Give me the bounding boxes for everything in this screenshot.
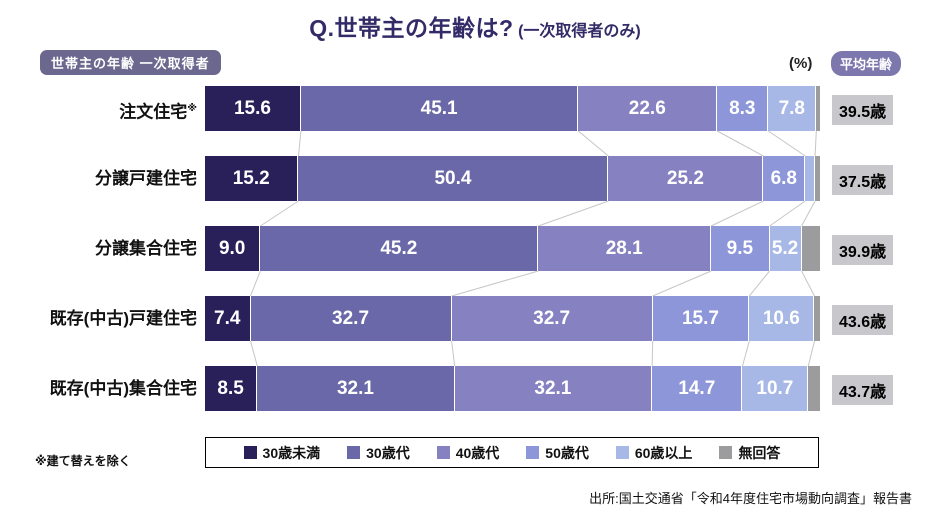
bar-segment-5: 10.6 <box>749 296 815 341</box>
bar-segment-4: 9.5 <box>711 226 770 271</box>
category-label: 注文住宅※ <box>119 102 197 122</box>
legend-swatch-icon <box>436 446 450 459</box>
category-tag: 世帯主の年齢 一次取得者 <box>40 50 221 75</box>
bar-segment-3: 25.2 <box>608 156 764 201</box>
legend-swatch-icon <box>615 446 629 459</box>
legend-item: 30歳代 <box>347 443 410 463</box>
bar-segment-2: 45.1 <box>300 86 579 131</box>
chart-title: Q.世帯主の年齢は? (一次取得者のみ) <box>0 9 950 43</box>
average-age-label: 43.7歳 <box>832 375 894 405</box>
bar-segment-5: 7.8 <box>768 86 817 131</box>
bar-segment-3: 28.1 <box>538 226 712 271</box>
bar-segment-5: 5.2 <box>769 226 802 271</box>
average-age-label: 43.6歳 <box>832 305 894 335</box>
bar-row: 既存(中古)集合住宅 8.5 32.1 32.1 14.7 10.7 43.7歳 <box>0 366 950 411</box>
bar-segment-3: 32.1 <box>454 366 653 411</box>
bar-segment-2: 50.4 <box>298 156 609 201</box>
legend-label: 50歳代 <box>545 444 589 461</box>
legend-label: 60歳以上 <box>634 444 693 461</box>
bar-row: 分譲集合住宅 9.0 45.2 28.1 9.5 5.2 39.9歳 <box>0 226 950 271</box>
bar-segment-2: 32.1 <box>257 366 455 411</box>
legend-label: 40歳代 <box>455 444 500 461</box>
average-age-label: 39.5歳 <box>832 95 894 125</box>
bar-segment-1: 7.4 <box>205 296 251 341</box>
stacked-bar: 8.5 32.1 32.1 14.7 10.7 <box>205 366 820 411</box>
bar-segment-6 <box>808 366 820 411</box>
legend-label: 30歳代 <box>366 444 410 461</box>
percent-unit-label: (%) <box>789 55 813 72</box>
chart-title-sub: (一次取得者のみ) <box>518 23 641 40</box>
legend: 30歳未満 30歳代 40歳代 50歳代 60歳以上 無回答 <box>205 437 819 468</box>
bar-segment-2: 45.2 <box>260 226 539 271</box>
bar-segment-4: 14.7 <box>652 366 743 411</box>
bar-segment-4: 6.8 <box>763 156 806 201</box>
legend-swatch-icon <box>719 446 733 459</box>
bar-segment-3: 32.7 <box>451 296 653 341</box>
bar-segment-1: 15.6 <box>205 86 301 131</box>
stacked-bar: 15.6 45.1 22.6 8.3 7.8 <box>205 86 820 131</box>
stacked-bar: 9.0 45.2 28.1 9.5 5.2 <box>205 226 820 271</box>
legend-item: 60歳以上 <box>615 443 693 463</box>
category-label: 分譲集合住宅 <box>95 239 197 258</box>
bar-segment-5 <box>805 156 816 201</box>
average-age-label: 39.9歳 <box>832 235 894 265</box>
legend-item: 50歳代 <box>526 443 589 463</box>
bar-segment-6 <box>815 156 820 201</box>
bar-row: 既存(中古)戸建住宅 7.4 32.7 32.7 15.7 10.6 43.6歳 <box>0 296 950 341</box>
legend-swatch-icon <box>347 446 361 459</box>
category-label: 既存(中古)集合住宅 <box>49 379 197 398</box>
bar-row: 分譲戸建住宅 15.2 50.4 25.2 6.8 37.5歳 <box>0 156 950 201</box>
legend-item: 40歳代 <box>436 443 500 463</box>
bar-segment-1: 9.0 <box>205 226 261 271</box>
average-age-badge: 平均年齢 <box>831 51 902 76</box>
bar-segment-1: 15.2 <box>205 156 299 201</box>
bar-segment-5: 10.7 <box>742 366 809 411</box>
footnote: ※建て替えを除く <box>35 454 131 468</box>
category-label: 既存(中古)戸建住宅 <box>49 309 197 328</box>
legend-item: 無回答 <box>719 443 780 463</box>
stacked-bar: 7.4 32.7 32.7 15.7 10.6 <box>205 296 820 341</box>
bar-segment-6 <box>816 86 820 131</box>
legend-label: 30歳未満 <box>262 444 321 461</box>
bar-segment-6 <box>801 226 820 271</box>
bar-segment-3: 22.6 <box>578 86 718 131</box>
bar-segment-4: 8.3 <box>717 86 769 131</box>
stacked-bar: 15.2 50.4 25.2 6.8 <box>205 156 820 201</box>
category-label: 分譲戸建住宅 <box>95 169 197 188</box>
bar-segment-1: 8.5 <box>205 366 258 411</box>
source-citation: 出所:国土交通省「令和4年度住宅市場動向調査」報告書 <box>589 491 912 506</box>
average-age-label: 37.5歳 <box>832 165 894 195</box>
legend-swatch-icon <box>526 446 540 459</box>
legend-item: 30歳未満 <box>243 443 321 463</box>
bar-segment-2: 32.7 <box>250 296 452 341</box>
bar-segment-6 <box>814 296 820 341</box>
legend-swatch-icon <box>243 446 257 459</box>
bar-segment-4: 15.7 <box>652 296 750 341</box>
chart-title-main: Q.世帯主の年齢は? <box>309 15 514 41</box>
bar-row: 注文住宅※ 15.6 45.1 22.6 8.3 7.8 39.5歳 <box>0 86 950 131</box>
legend-label: 無回答 <box>738 444 781 461</box>
